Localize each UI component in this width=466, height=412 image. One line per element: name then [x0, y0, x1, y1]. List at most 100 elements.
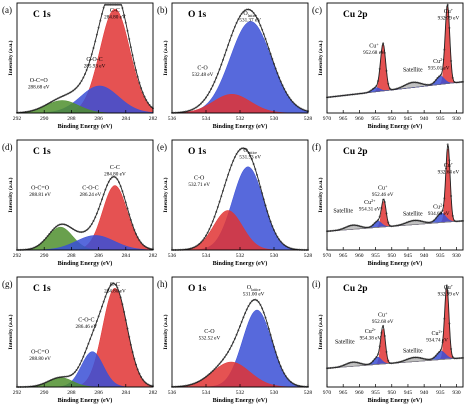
data-point [75, 369, 78, 372]
panel-i: 970 965 960 955 950 945 940 935 930 Binding Energ… [312, 276, 464, 404]
data-point [198, 380, 201, 383]
data-point [203, 237, 206, 240]
panel-e: 536 534 532 530 528 Binding Energy (eV) Intens… [157, 139, 312, 267]
data-point [77, 366, 80, 369]
data-point [368, 226, 371, 229]
data-point [92, 329, 95, 332]
data-point [112, 175, 115, 178]
data-point [99, 310, 102, 313]
data-point [264, 204, 267, 207]
data-point [227, 44, 230, 47]
data-point [269, 220, 272, 223]
data-point [399, 86, 402, 89]
data-point [296, 384, 299, 387]
data-point [33, 246, 35, 249]
data-point [443, 48, 446, 51]
data-point [39, 383, 42, 386]
data-point [223, 356, 226, 359]
core-level-title: Cu 2p [343, 147, 368, 157]
data-point [407, 357, 410, 360]
data-point [242, 10, 245, 13]
data-point [305, 109, 308, 112]
data-point [271, 225, 274, 228]
data-point [131, 224, 134, 227]
x-tick-label: 536 [168, 253, 177, 259]
data-point [400, 223, 403, 226]
data-point [194, 245, 197, 248]
data-point [126, 29, 129, 32]
data-point [85, 229, 88, 232]
data-point [36, 384, 39, 387]
data-point [48, 379, 51, 382]
data-point [250, 158, 253, 161]
data-point [405, 358, 408, 361]
peak-label: Cu+ [378, 310, 388, 319]
data-point [208, 228, 211, 231]
data-point [50, 231, 52, 233]
data-point [262, 33, 265, 36]
data-point [210, 88, 213, 90]
x-tick-label: 288 [67, 253, 76, 259]
data-point [65, 224, 68, 227]
x-tick-label: 945 [404, 253, 413, 259]
data-point [448, 322, 451, 325]
data-point [184, 110, 187, 113]
data-point [70, 373, 73, 376]
peak-energy-label: 532.48 eV [192, 72, 214, 78]
data-point [218, 68, 221, 71]
data-point [141, 91, 144, 94]
data-point [288, 246, 291, 249]
peak-label: C-O-C [86, 57, 102, 63]
y-axis-label: Intensity (a.u.) [162, 40, 169, 75]
peak-energy-label: 288.68 eV [28, 84, 50, 90]
x-axis-label: Binding Energy (eV) [368, 260, 423, 267]
data-point [375, 220, 378, 223]
data-point [385, 350, 388, 353]
data-point [453, 219, 456, 222]
data-point [267, 215, 270, 218]
panel-letter: (e) [157, 142, 167, 152]
data-point [254, 168, 257, 171]
data-point [131, 54, 134, 57]
data-point [445, 167, 447, 170]
data-point [33, 109, 35, 112]
data-point [193, 246, 196, 249]
panel-c: 970 965 960 955 950 945 940 935 930 Binding Energ… [312, 2, 464, 130]
data-point [446, 143, 449, 146]
data-point [41, 240, 44, 243]
data-point [273, 229, 275, 232]
x-tick-label: 534 [202, 116, 211, 122]
data-point [99, 19, 102, 22]
x-tick-label: 970 [323, 253, 332, 259]
data-point [141, 243, 144, 246]
data-point [138, 239, 141, 242]
data-point [409, 357, 412, 360]
data-point [256, 17, 258, 20]
data-point [222, 189, 224, 192]
data-point [399, 360, 402, 363]
data-point [373, 358, 376, 361]
peak-energy-label: 932.99 eV [438, 292, 460, 298]
data-point [205, 234, 207, 237]
peak-label: O-C=O [30, 78, 49, 84]
data-point [186, 110, 189, 113]
data-point [296, 105, 299, 108]
peak-energy-label: 532.52 eV [199, 335, 221, 341]
data-point [380, 331, 383, 334]
data-point [276, 356, 279, 359]
data-point [136, 236, 139, 239]
data-point [205, 96, 207, 99]
x-axis-label: Binding Energy (eV) [213, 260, 268, 267]
data-point [439, 348, 442, 351]
data-point [445, 288, 447, 291]
data-point [254, 14, 257, 17]
peak-label: Cu2+ [365, 326, 377, 335]
data-point [429, 221, 432, 224]
x-tick-label: 282 [149, 390, 158, 396]
data-point [63, 94, 66, 97]
data-point [434, 217, 437, 220]
data-point [267, 47, 270, 50]
data-point [344, 363, 347, 366]
data-point [429, 358, 432, 361]
data-point [225, 178, 228, 181]
